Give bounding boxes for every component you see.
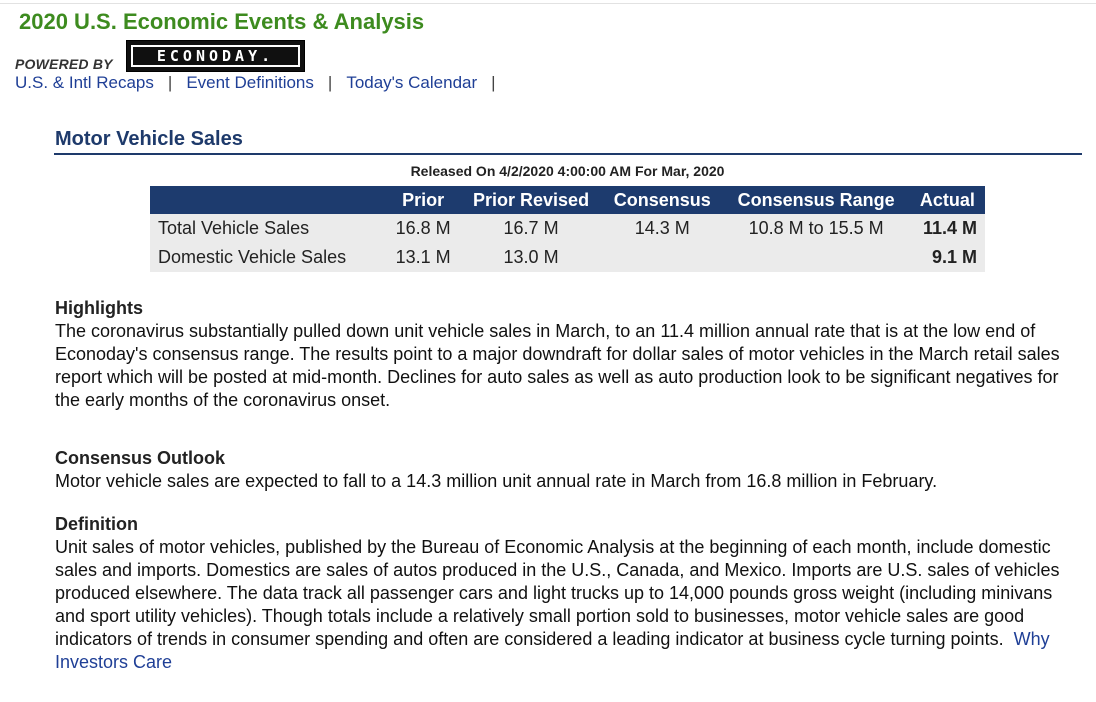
nav-link-todays-calendar[interactable]: Today's Calendar [346, 73, 478, 92]
nav-link-recaps[interactable]: U.S. & Intl Recaps [15, 73, 154, 92]
cell-prior: 13.1 M [386, 243, 461, 272]
nav-separator: | [491, 73, 496, 92]
header-actual: Actual [909, 186, 985, 214]
highlights-text: The coronavirus substantially pulled dow… [55, 321, 1060, 410]
event-data-table: Prior Prior Revised Consensus Consensus … [150, 186, 985, 272]
nav-bar: U.S. & Intl Recaps | Event Definitions | Tod… [15, 73, 510, 93]
logo-text: ECONODAY. [131, 45, 300, 67]
definition-text: Unit sales of motor vehicles, published … [55, 537, 1060, 649]
header-consensus-range: Consensus Range [722, 186, 910, 214]
site-title: 2020 U.S. Economic Events & Analysis [19, 9, 425, 34]
table-header-row: Prior Prior Revised Consensus Consensus … [150, 186, 985, 214]
definition-section: Definition Unit sales of motor vehicles,… [55, 513, 1085, 674]
definition-heading: Definition [55, 514, 138, 534]
header-consensus: Consensus [601, 186, 723, 214]
table-row: Domestic Vehicle Sales 13.1 M 13.0 M 9.1… [150, 243, 985, 272]
event-title: Motor Vehicle Sales [55, 128, 243, 150]
row-label: Domestic Vehicle Sales [150, 243, 386, 272]
table-row: Total Vehicle Sales 16.8 M 16.7 M 14.3 M… [150, 214, 985, 243]
powered-by-label: POWERED BY [15, 56, 113, 72]
cell-consensus-range [722, 243, 910, 272]
nav-separator: | [327, 73, 333, 92]
nav-link-event-definitions[interactable]: Event Definitions [186, 73, 314, 92]
consensus-outlook-heading: Consensus Outlook [55, 448, 226, 468]
consensus-outlook-section: Consensus Outlook Motor vehicle sales ar… [55, 447, 1085, 493]
consensus-outlook-text: Motor vehicle sales are expected to fall… [55, 471, 938, 491]
cell-prior-revised: 16.7 M [460, 214, 602, 243]
header-prior-revised: Prior Revised [460, 186, 602, 214]
cell-consensus-range: 10.8 M to 15.5 M [722, 214, 910, 243]
cell-prior: 16.8 M [386, 214, 461, 243]
nav-separator: | [167, 73, 173, 92]
release-info: Released On 4/2/2020 4:00:00 AM For Mar,… [410, 163, 725, 179]
why-investors-care-link[interactable]: Why Investors Care [55, 629, 1050, 672]
cell-consensus [601, 243, 723, 272]
cell-actual: 9.1 M [909, 243, 985, 272]
highlights-section: Highlights The coronavirus substantially… [55, 297, 1085, 412]
header-blank [150, 186, 386, 214]
highlights-heading: Highlights [55, 298, 143, 318]
top-divider [0, 3, 1096, 4]
event-title-rule [54, 153, 1082, 155]
cell-actual: 11.4 M [909, 214, 985, 243]
econoday-logo[interactable]: ECONODAY. [126, 40, 305, 72]
cell-prior-revised: 13.0 M [460, 243, 602, 272]
definition-paragraph: Unit sales of motor vehicles, published … [55, 536, 1085, 674]
cell-consensus: 14.3 M [601, 214, 723, 243]
header-prior: Prior [386, 186, 461, 214]
row-label: Total Vehicle Sales [150, 214, 386, 243]
